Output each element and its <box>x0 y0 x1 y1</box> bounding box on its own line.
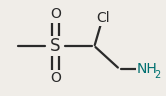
Text: O: O <box>50 7 61 21</box>
Text: 2: 2 <box>154 70 160 80</box>
Text: NH: NH <box>136 62 157 76</box>
Text: O: O <box>50 71 61 85</box>
Text: Cl: Cl <box>96 11 109 25</box>
Text: S: S <box>50 37 60 55</box>
